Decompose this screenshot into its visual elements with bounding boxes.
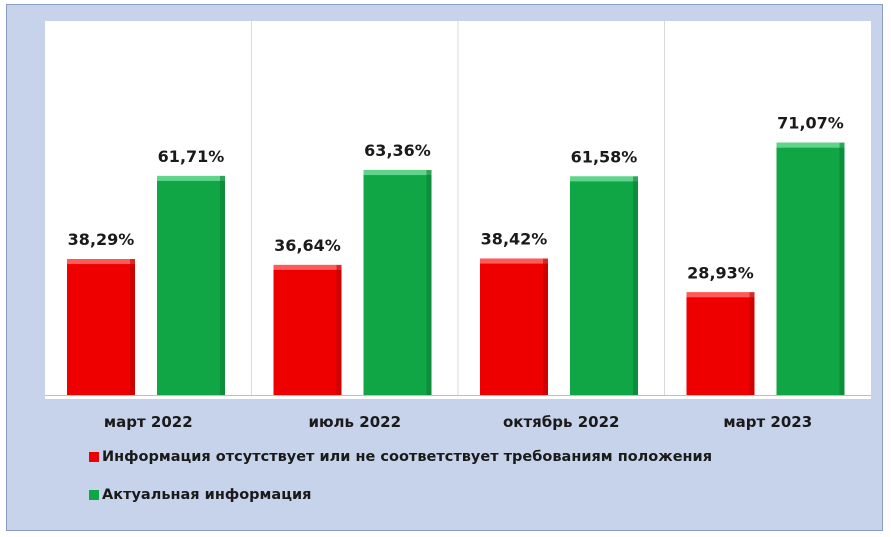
bar	[67, 259, 135, 395]
data-label: 38,29%	[68, 230, 135, 249]
category-tick-label: октябрь 2022	[503, 413, 620, 431]
data-label: 36,64%	[274, 236, 341, 255]
bar-body	[273, 264, 342, 395]
category-tick-label: июль 2022	[308, 413, 402, 431]
bar-body	[67, 259, 135, 395]
bar-top-highlight	[570, 176, 638, 182]
bar-side-shade	[426, 170, 432, 395]
bar-top-highlight	[363, 170, 432, 176]
data-label: 61,58%	[571, 147, 638, 166]
plot-area: 38,29% 61,71% 36,64% 63,36% 38,42% 61,58% 28,9…	[45, 21, 871, 399]
bar-body	[363, 170, 432, 395]
bar-top-highlight	[273, 264, 342, 270]
bar-chart: 38,29% 61,71% 36,64% 63,36% 38,42% 61,58% 28,9…	[45, 21, 871, 396]
data-label: 28,93%	[687, 263, 754, 282]
bar	[776, 142, 845, 395]
legend-item-missing: Информация отсутствует или не соответств…	[89, 449, 712, 465]
data-label: 38,42%	[481, 230, 548, 249]
bar	[363, 170, 432, 395]
legend-label-missing: Информация отсутствует или не соответств…	[102, 449, 713, 465]
bar-top-highlight	[776, 142, 845, 148]
bar-body	[686, 292, 755, 395]
legend-label-actual: Актуальная информация	[102, 487, 312, 503]
chart-frame: 38,29% 61,71% 36,64% 63,36% 38,42% 61,58% 28,9…	[6, 4, 883, 531]
bar-side-shade	[336, 264, 342, 395]
bar	[273, 264, 342, 395]
data-label: 61,71%	[158, 147, 225, 166]
category-tick-label: март 2023	[723, 413, 813, 431]
bar-body	[157, 175, 225, 395]
data-label: 63,36%	[364, 141, 431, 160]
bar-top-highlight	[67, 259, 135, 265]
bar	[686, 292, 755, 395]
bar-top-highlight	[686, 292, 755, 298]
legend-swatch-red	[89, 452, 99, 462]
legend-item-actual: Актуальная информация	[89, 487, 311, 503]
bar	[570, 176, 638, 395]
bar-side-shade	[749, 292, 755, 395]
bar-side-shade	[633, 176, 638, 395]
bar-body	[480, 258, 548, 395]
data-label: 71,07%	[777, 114, 844, 133]
bar-top-highlight	[157, 175, 225, 181]
bar-top-highlight	[480, 258, 548, 264]
bar	[157, 175, 225, 395]
bar-body	[570, 176, 638, 395]
bar-side-shade	[543, 258, 548, 395]
category-tick-label: март 2022	[103, 413, 193, 431]
bar	[480, 258, 548, 395]
legend-swatch-green	[89, 490, 99, 500]
bar-body	[776, 142, 845, 395]
bar-side-shade	[220, 175, 225, 395]
bar-side-shade	[130, 259, 135, 395]
bar-side-shade	[839, 142, 845, 395]
